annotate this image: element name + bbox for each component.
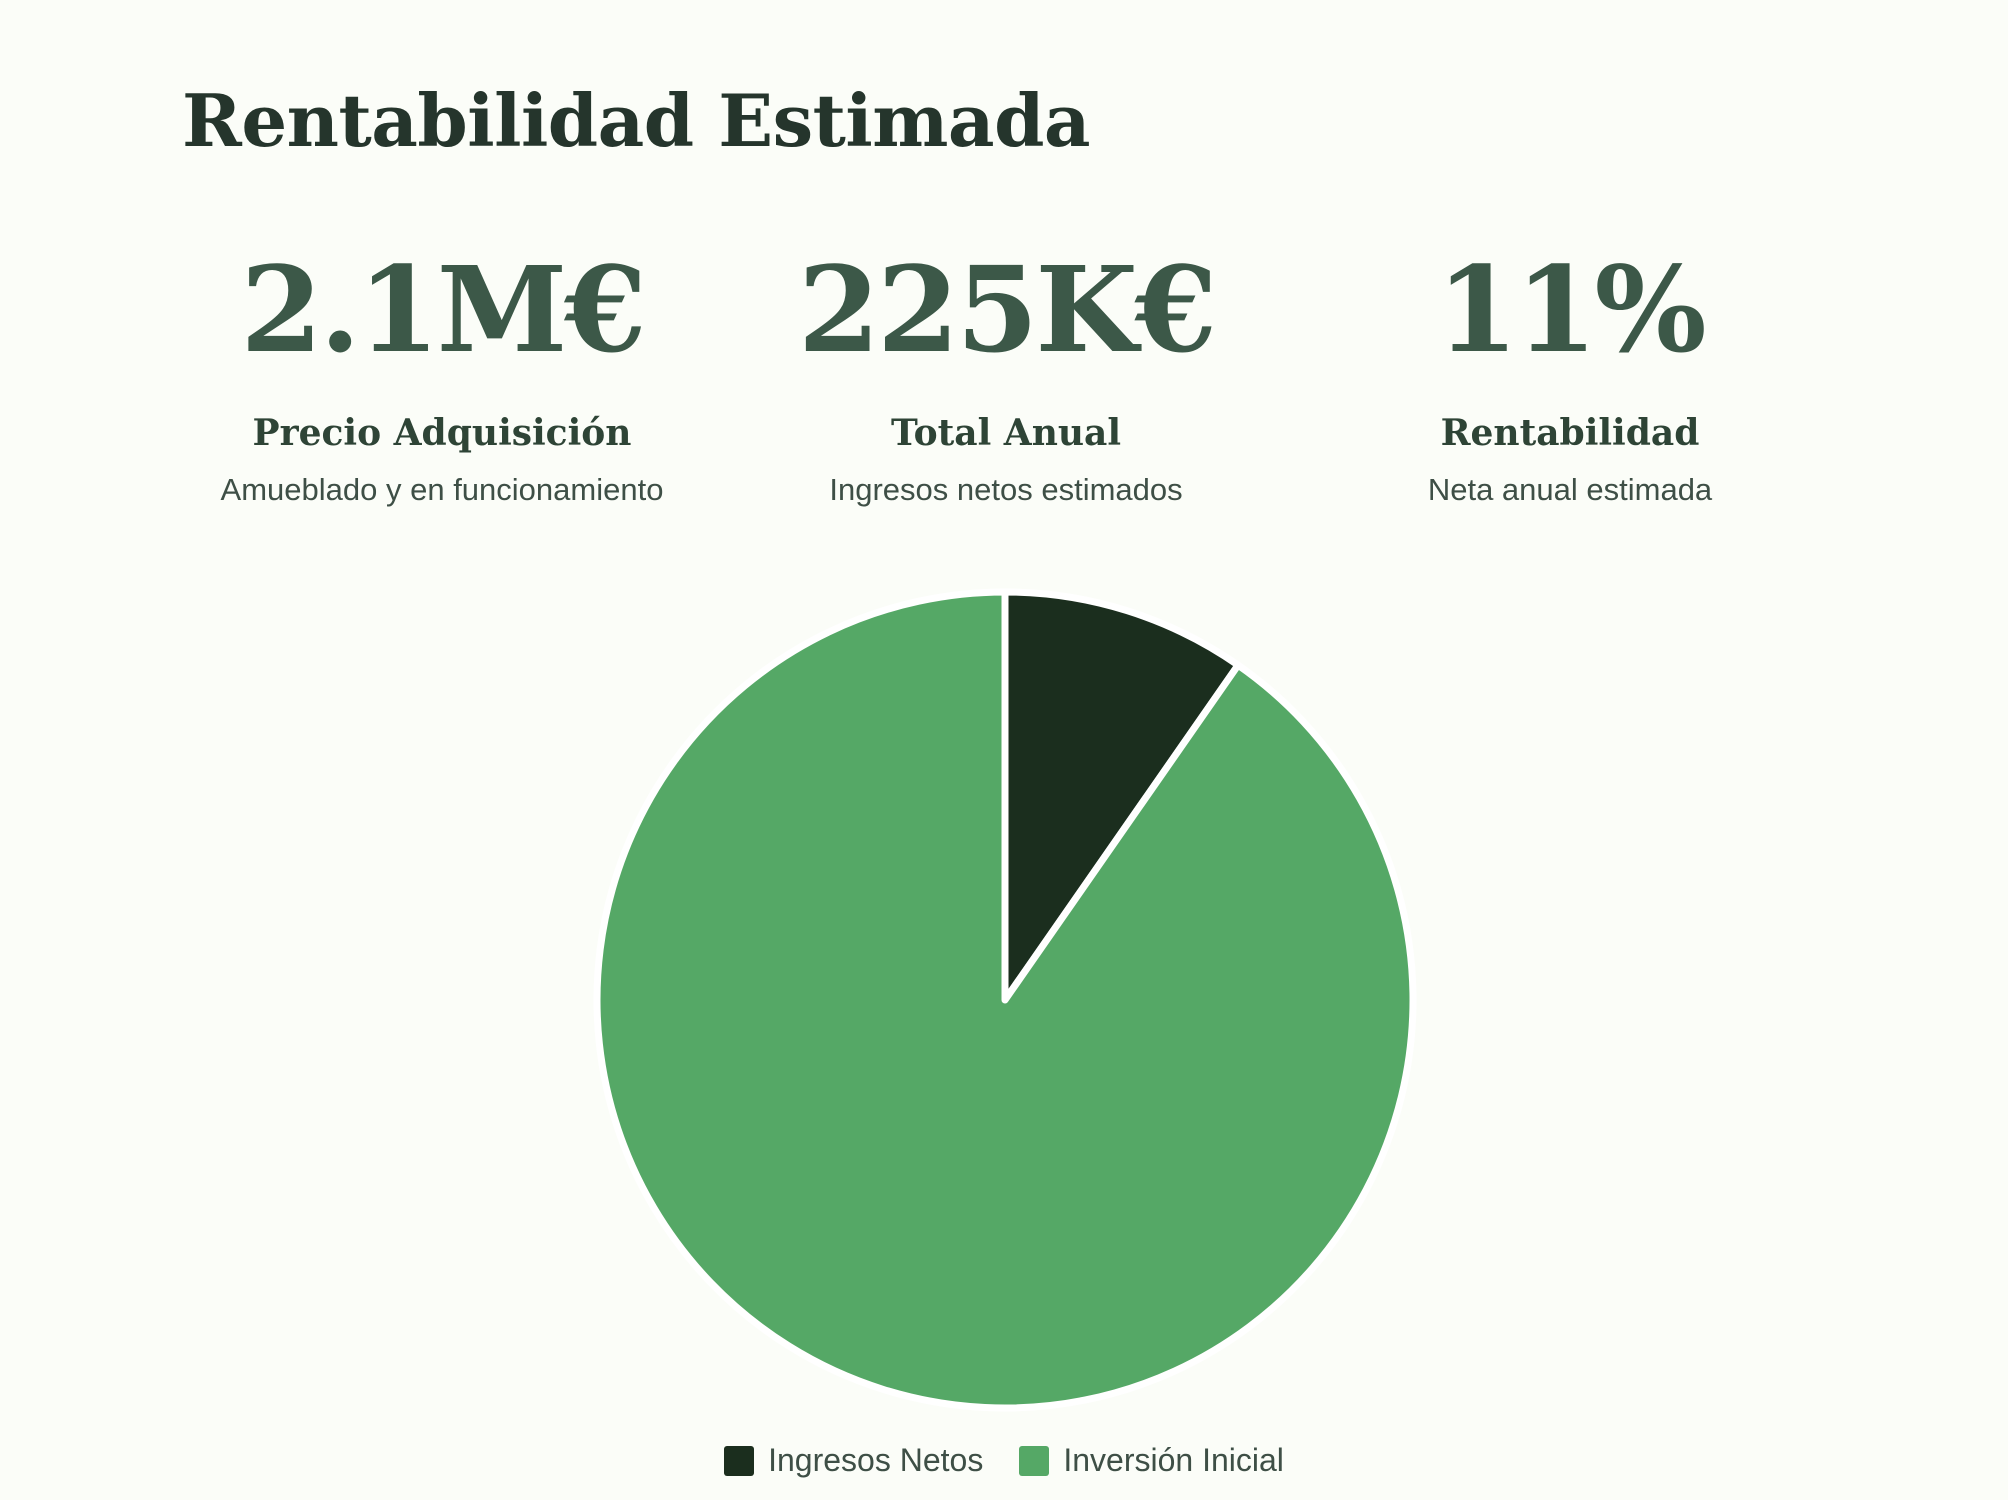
stat-description: Amueblado y en funcionamiento xyxy=(220,472,664,507)
legend-swatch xyxy=(724,1445,755,1476)
stat-label: Rentabilidad xyxy=(1440,412,1700,454)
stat-annual-total: 225K€ Total Anual Ingresos netos estimad… xyxy=(726,245,1286,509)
stat-acquisition-price: 2.1M€ Precio Adquisición Amueblado y en … xyxy=(162,245,722,509)
stat-value: 11% xyxy=(1436,240,1706,379)
page-title: Rentabilidad Estimada xyxy=(182,78,1091,163)
legend-item: Ingresos Netos xyxy=(724,1442,983,1479)
legend-swatch xyxy=(1019,1445,1050,1476)
stat-value: 2.1M€ xyxy=(240,240,646,379)
chart-legend: Ingresos Netos Inversión Inicial xyxy=(0,1442,2008,1479)
pie-slice-ingresos-netos xyxy=(1001,588,1242,1004)
pie-chart xyxy=(593,588,1417,1412)
stat-profitability: 11% Rentabilidad Neta anual estimada xyxy=(1290,245,1850,509)
legend-item: Inversión Inicial xyxy=(1019,1442,1284,1479)
stat-label: Precio Adquisición xyxy=(252,412,632,454)
legend-label: Ingresos Netos xyxy=(768,1442,984,1478)
legend-label: Inversión Inicial xyxy=(1063,1442,1284,1478)
pie-slice-inversion-inicial xyxy=(593,588,1417,1412)
stat-description: Neta anual estimada xyxy=(1427,472,1713,507)
stat-label: Total Anual xyxy=(890,412,1122,454)
stat-value: 225K€ xyxy=(798,240,1217,379)
stat-description: Ingresos netos estimados xyxy=(829,472,1183,507)
